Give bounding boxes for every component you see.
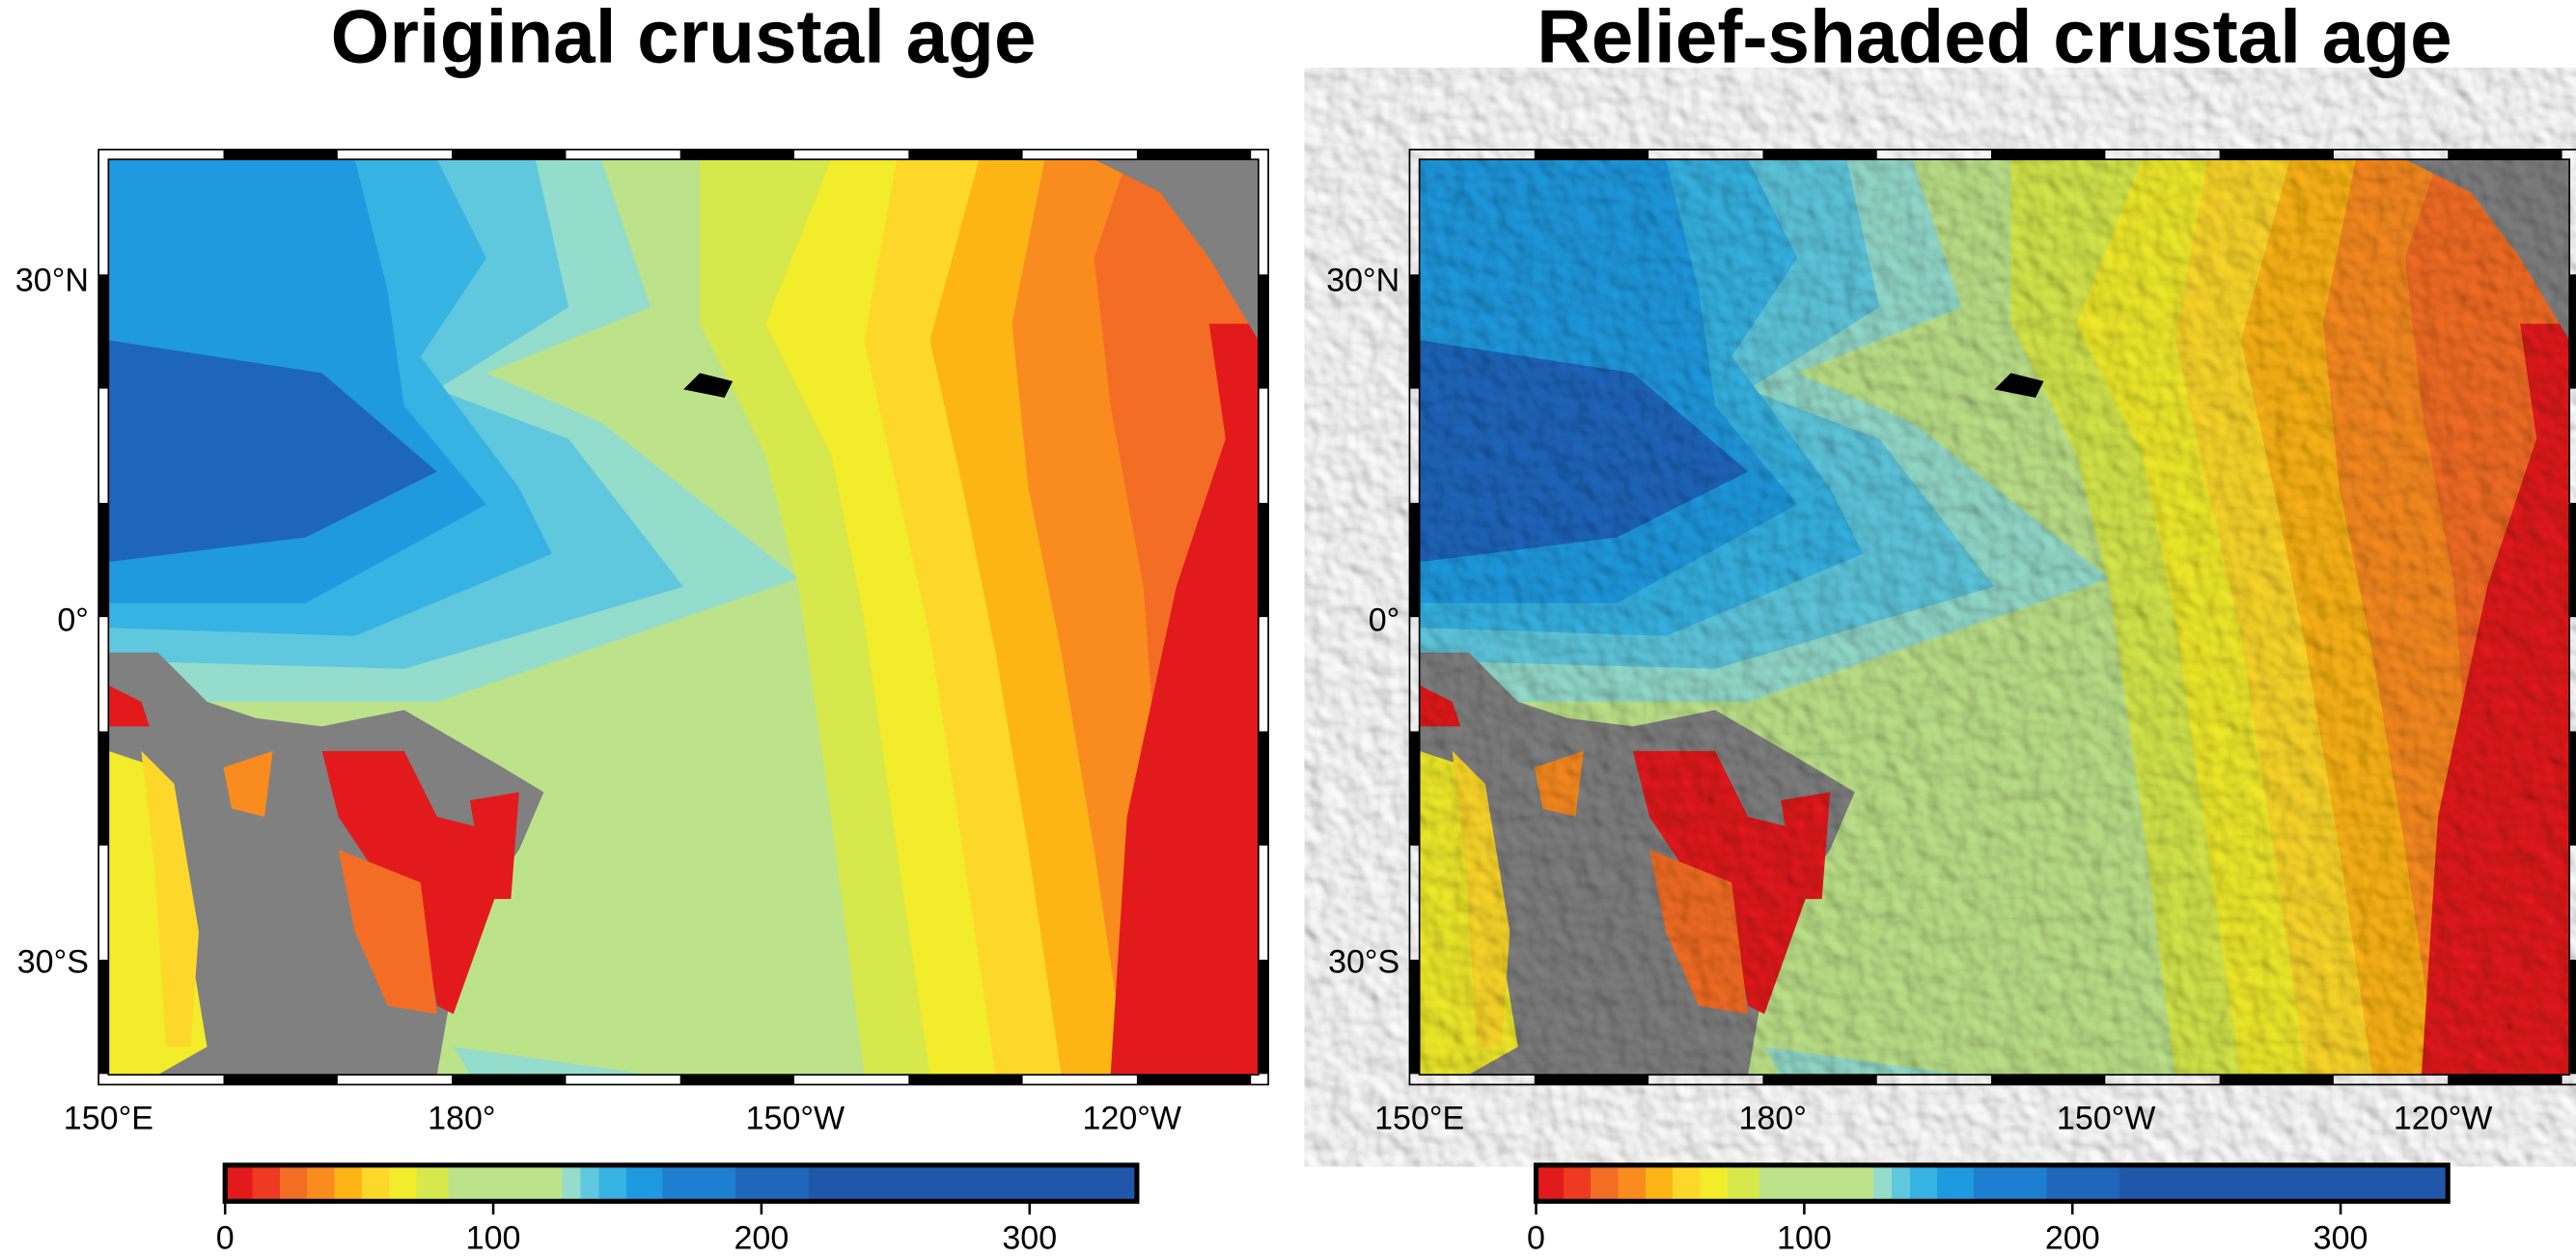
frame-band: [2569, 274, 2576, 389]
frame-band: [1258, 731, 1269, 846]
frame-band: [1136, 1075, 1252, 1085]
frame-band: [223, 149, 338, 160]
colorbar: [1533, 1162, 2451, 1204]
frame-band: [1258, 960, 1269, 1075]
lon-label: 150°E: [64, 1100, 153, 1136]
colorbar-tick-label: 300: [2313, 1220, 2368, 1257]
frame-band: [2219, 1075, 2334, 1085]
frame-band: [1409, 731, 1420, 846]
frame-band: [1762, 149, 1877, 160]
frame-band: [1258, 502, 1269, 618]
lon-label: 180°: [1738, 1100, 1806, 1136]
lat-label: 0°: [1369, 602, 1400, 639]
colorbar-tick-label: 0: [1527, 1220, 1545, 1257]
colorbar-tick-label: 200: [2045, 1220, 2100, 1257]
lon-label: 150°W: [746, 1100, 845, 1136]
lon-label: 180°: [428, 1100, 495, 1136]
lat-label: 30°N: [15, 262, 89, 298]
frame-band: [1258, 274, 1269, 389]
frame-band: [98, 274, 109, 389]
frame-band: [679, 1075, 795, 1085]
frame-band: [2569, 731, 2576, 846]
colorbar-tick-label: 300: [1002, 1220, 1057, 1257]
lon-label: 120°W: [1083, 1100, 1182, 1136]
panel-title: Relief-shaded crustal age: [1537, 0, 2451, 79]
frame-band: [2448, 1075, 2562, 1085]
lat-label: 30°N: [1326, 262, 1399, 298]
lon-label: 120°W: [2394, 1100, 2493, 1136]
colorbar-tick-label: 100: [466, 1220, 521, 1257]
colorbar: [222, 1162, 1140, 1204]
colorbar-tick-label: 100: [1777, 1220, 1832, 1257]
frame-band: [452, 149, 567, 160]
panel-title: Original crustal age: [331, 0, 1037, 79]
frame-band: [1991, 149, 2106, 160]
frame-band: [1534, 149, 1649, 160]
frame-band: [2569, 960, 2576, 1075]
frame-band: [908, 149, 1023, 160]
frame-band: [1409, 502, 1420, 618]
frame-band: [98, 960, 109, 1075]
frame-band: [1409, 274, 1420, 389]
lat-label: 30°S: [1328, 944, 1399, 981]
frame-band: [223, 1075, 338, 1085]
lat-label: 0°: [57, 602, 89, 639]
frame-band: [1991, 1075, 2106, 1085]
frame-band: [679, 149, 795, 160]
frame-band: [1534, 1075, 1649, 1085]
map-panel: 150°E 180° 150°W 120°W 30°N 0° 30°S: [1326, 149, 2576, 1136]
lon-label: 150°W: [2057, 1100, 2156, 1136]
colorbar-tick-label: 200: [734, 1220, 789, 1257]
frame-band: [1762, 1075, 1877, 1085]
frame-band: [2219, 149, 2334, 160]
frame-band: [2448, 149, 2562, 160]
frame-band: [1136, 149, 1252, 160]
map-panel: 150°E 180° 150°W 120°W 30°N 0° 30°S: [15, 149, 1269, 1136]
frame-band: [1409, 960, 1420, 1075]
frame-band: [452, 1075, 567, 1085]
lat-label: 30°S: [17, 944, 89, 981]
map-image: [108, 159, 1259, 1075]
map-image: [1420, 159, 2570, 1075]
lon-label: 150°E: [1374, 1100, 1464, 1136]
colorbar-tick-label: 0: [216, 1220, 235, 1257]
frame-band: [98, 731, 109, 846]
frame-band: [98, 502, 109, 618]
frame-band: [2569, 502, 2576, 618]
frame-band: [908, 1075, 1023, 1085]
